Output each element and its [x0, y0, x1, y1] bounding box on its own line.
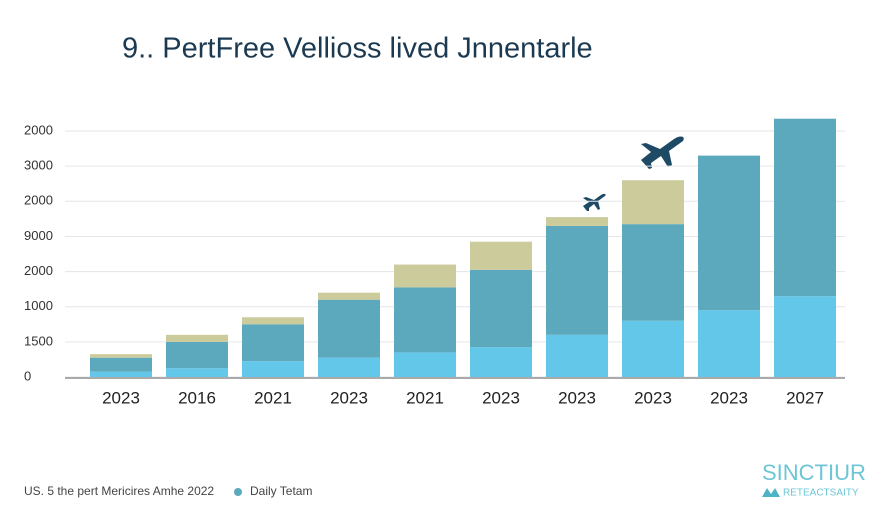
bar-segment [242, 317, 304, 325]
x-tick-label: 2023 [634, 388, 672, 407]
logo-icon [762, 488, 780, 497]
bar-segment [622, 320, 684, 377]
x-tick-label: 2027 [786, 388, 824, 407]
legend-label: Daily Tetam [250, 484, 312, 498]
plane-large [641, 136, 684, 169]
bar-segment [166, 334, 228, 342]
bar-segment [318, 357, 380, 377]
logo-title: SINCTIUR [762, 460, 866, 485]
bar-segment [394, 352, 456, 377]
bar-segment [622, 224, 684, 321]
bar-segment [774, 296, 836, 377]
chart-title: 9.. PertFree Vellioss lived Jnnentarle [122, 33, 593, 65]
bar-segment [242, 361, 304, 377]
x-tick-label: 2021 [254, 388, 292, 407]
x-tick-label: 2023 [482, 388, 520, 407]
bar-segment [774, 118, 836, 297]
bar-segment [698, 155, 760, 311]
bar-segment [546, 217, 608, 226]
bar-segment [166, 341, 228, 369]
x-tick-label: 2023 [710, 388, 748, 407]
caption: US. 5 the pert Mericires Amhe 2022 [24, 484, 214, 498]
bar-segment [90, 371, 152, 377]
y-tick-label: 0 [24, 368, 31, 383]
bar-segment [470, 241, 532, 270]
y-tick-label: 2000 [24, 122, 53, 137]
bar-segment [546, 225, 608, 335]
legend-swatch [234, 488, 242, 496]
bar-segment [318, 299, 380, 358]
bar-segment [90, 354, 152, 358]
bar-segment [622, 180, 684, 225]
bar-segment [166, 368, 228, 377]
bar-segment [470, 347, 532, 377]
x-tick-label: 2023 [102, 388, 140, 407]
y-tick-label: 1000 [24, 298, 53, 313]
bar-segment [394, 264, 456, 288]
y-tick-label: 2000 [24, 263, 53, 278]
y-tick-label: 2000 [24, 193, 53, 208]
logo-subtitle: RETEACTSAITY [783, 488, 859, 499]
y-tick-label: 9000 [24, 228, 53, 243]
plane-icons [583, 136, 684, 211]
x-tick-label: 2021 [406, 388, 444, 407]
y-tick-label: 1500 [24, 333, 53, 348]
y-tick-label: 3000 [24, 158, 53, 173]
bar-segment [90, 357, 152, 372]
x-tick-label: 2023 [330, 388, 368, 407]
bar-segment [470, 269, 532, 348]
x-tick-label: 2023 [558, 388, 596, 407]
bar-segment [394, 287, 456, 353]
bar-segment [698, 310, 760, 377]
bar-segment [318, 292, 380, 300]
plane-small [583, 193, 606, 211]
bar-segment [546, 334, 608, 377]
x-tick-label: 2016 [178, 388, 216, 407]
bar-segment [242, 324, 304, 362]
